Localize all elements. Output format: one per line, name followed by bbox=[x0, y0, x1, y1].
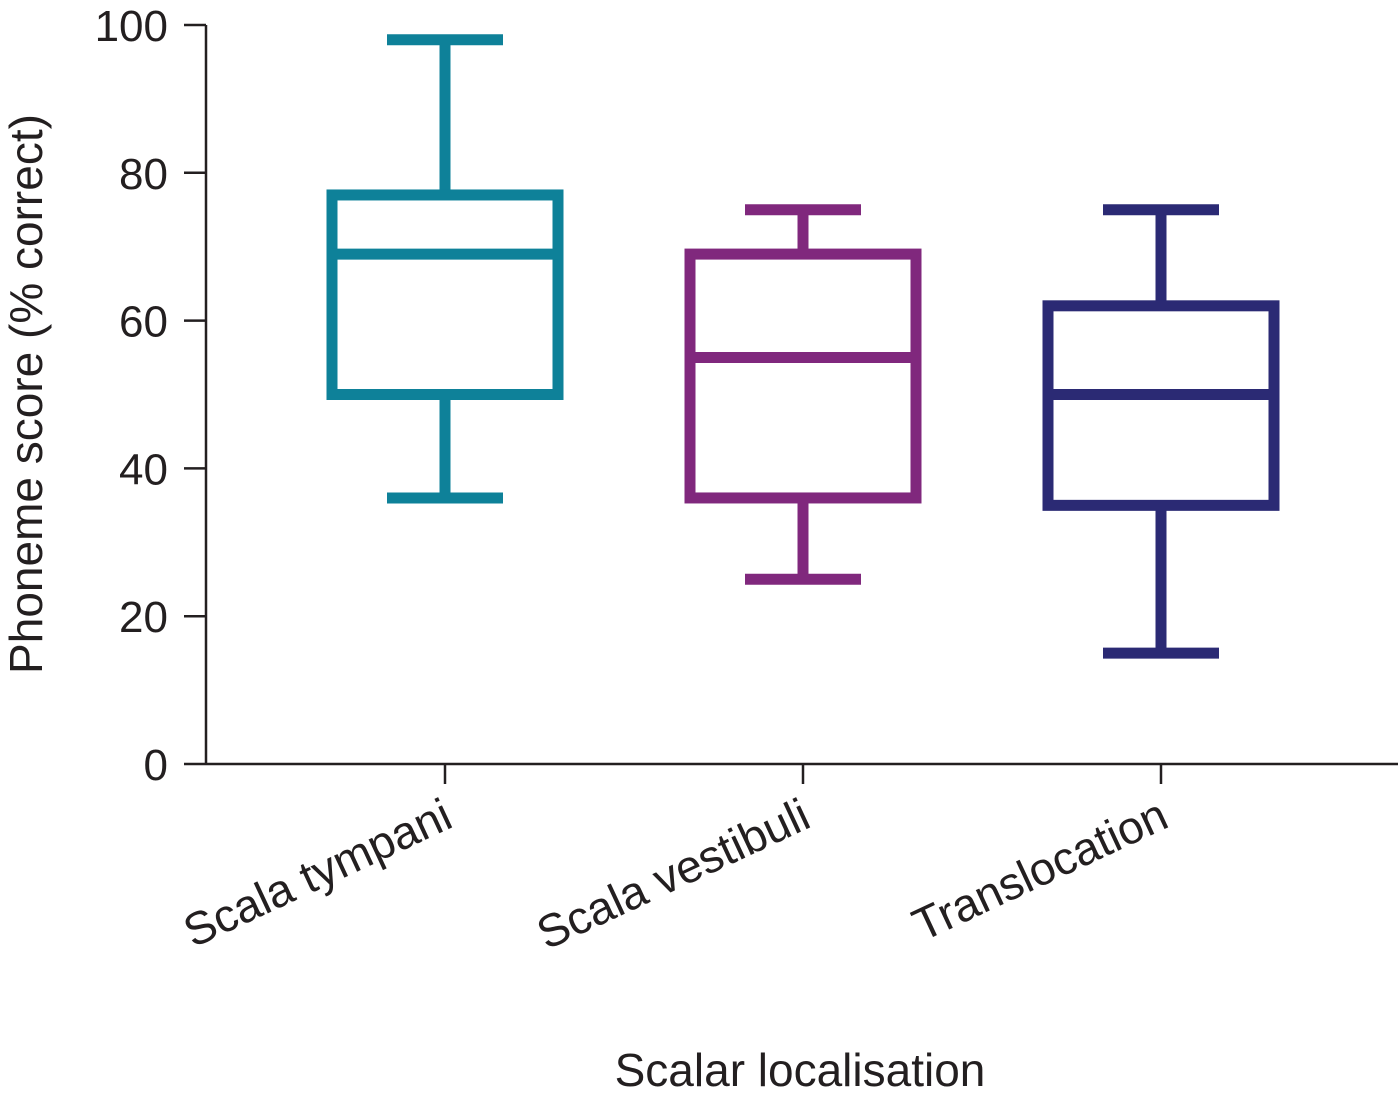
iqr-box bbox=[684, 248, 922, 504]
iqr-box bbox=[326, 189, 564, 400]
y-tick-label: 80 bbox=[119, 150, 168, 199]
y-axis: 0 20 40 60 80 100 bbox=[95, 2, 208, 790]
iqr-box bbox=[1042, 300, 1280, 511]
y-tick-label: 100 bbox=[95, 2, 168, 51]
y-tick-label: 0 bbox=[144, 741, 168, 790]
box-group bbox=[684, 204, 922, 585]
boxes bbox=[326, 34, 1280, 659]
x-category-label: Translocation bbox=[905, 788, 1176, 951]
box-group bbox=[326, 34, 564, 504]
y-tick-label: 20 bbox=[119, 593, 168, 642]
y-tick-label: 40 bbox=[119, 445, 168, 494]
y-tick-label: 60 bbox=[119, 298, 168, 347]
x-axis: Scala tympani Scala vestibuli Translocatio… bbox=[175, 762, 1398, 959]
box-group bbox=[1042, 204, 1280, 659]
y-axis-title: Phoneme score (% correct) bbox=[0, 114, 52, 674]
x-category-label: Scala vestibuli bbox=[529, 788, 817, 959]
x-axis-title: Scalar localisation bbox=[615, 1044, 986, 1096]
x-category-label: Scala tympani bbox=[175, 788, 459, 957]
